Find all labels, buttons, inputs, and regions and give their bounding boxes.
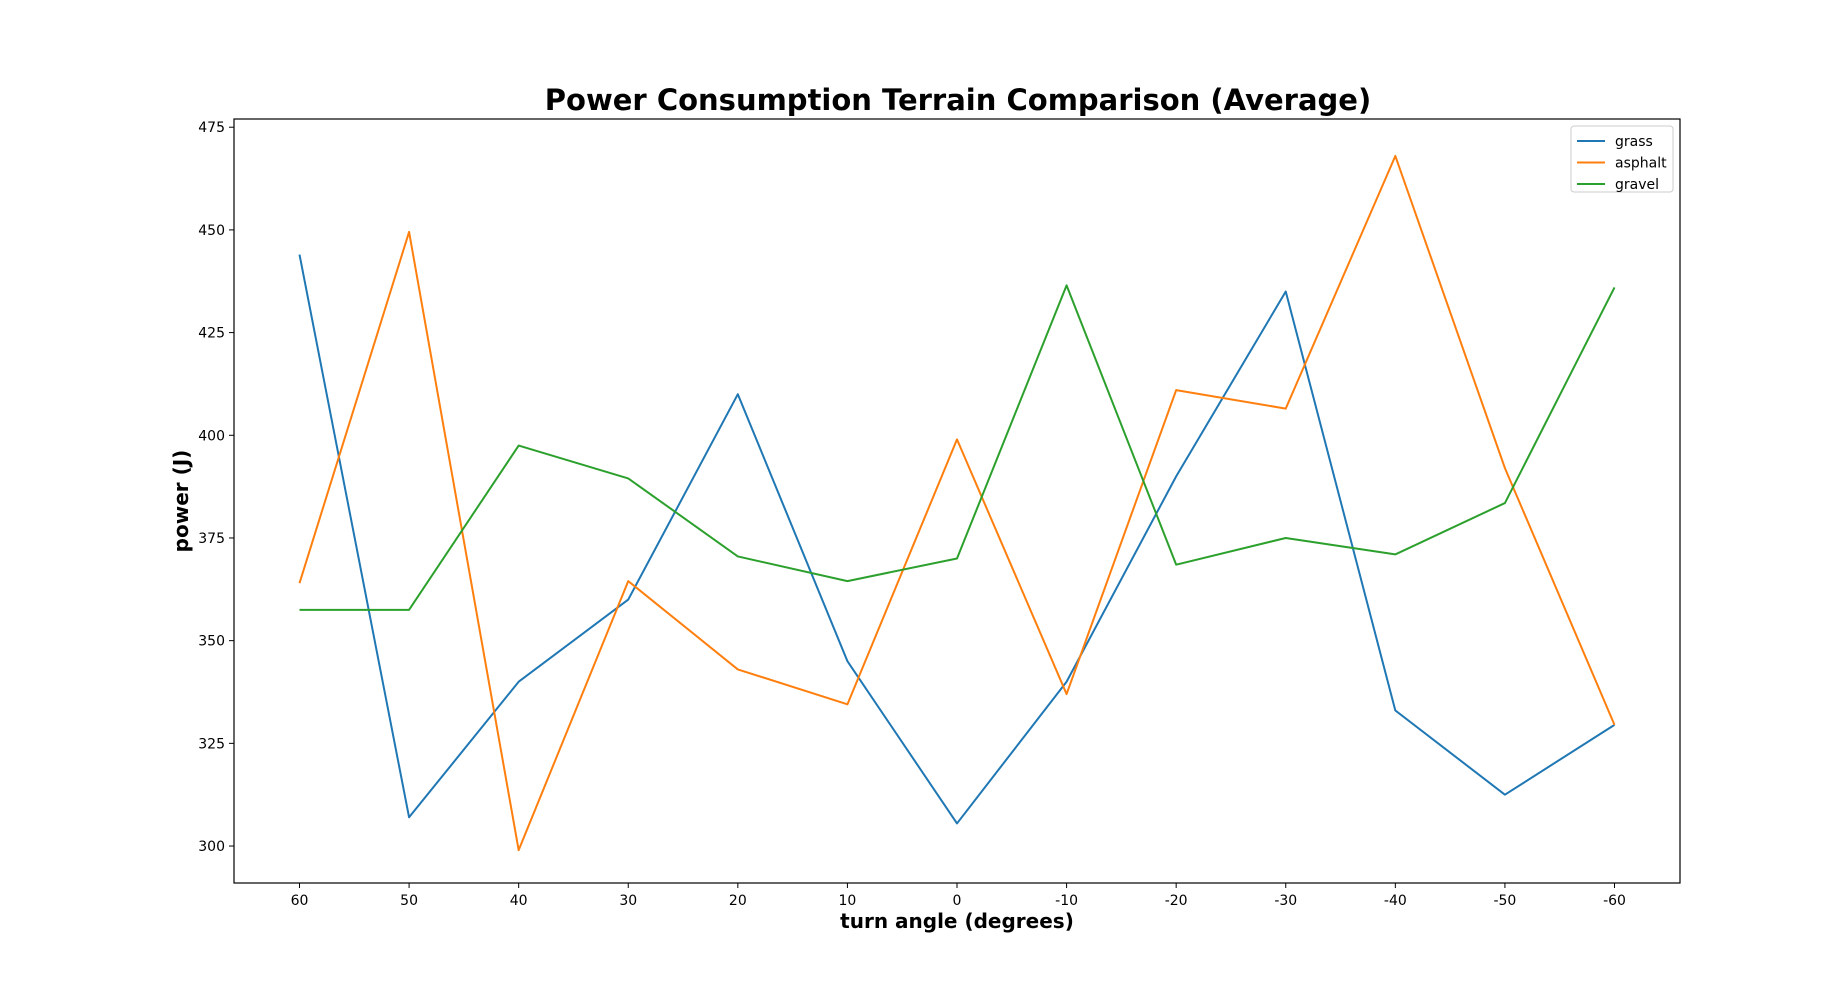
y-tick-label: 350: [198, 634, 225, 650]
series-line-asphalt: [298, 154, 1616, 852]
y-tick-label: 325: [198, 736, 225, 752]
y-tick-label: 375: [198, 531, 225, 547]
y-tick-label: 475: [198, 120, 225, 136]
x-tick-label: -10: [1055, 893, 1078, 909]
legend-label-grass: grass: [1615, 134, 1653, 150]
y-tick-label: 425: [198, 326, 225, 342]
y-axis: 300 325 350 375 400 425 450 475: [198, 120, 234, 855]
legend-label-gravel: gravel: [1615, 177, 1659, 193]
chart-title: Power Consumption Terrain Comparison (Av…: [545, 83, 1371, 117]
x-tick-label: 40: [510, 893, 528, 909]
x-tick-label: -50: [1493, 893, 1516, 909]
x-tick-label: 10: [839, 893, 857, 909]
y-tick-label: 300: [198, 839, 225, 855]
x-tick-label: 50: [400, 893, 418, 909]
y-tick-label: 450: [198, 223, 225, 239]
x-tick-label: 0: [953, 893, 962, 909]
y-tick-label: 400: [198, 428, 225, 444]
legend-label-asphalt: asphalt: [1615, 156, 1667, 172]
x-tick-label: 20: [729, 893, 747, 909]
x-axis: 60 50 40 30 20 10 0 -10 -20 -30 -40 -50 -60: [291, 883, 1626, 909]
legend: grass asphalt gravel: [1570, 125, 1674, 193]
plot-area: [233, 118, 1681, 884]
series-line-grass: [298, 254, 1616, 825]
x-tick-label: -20: [1165, 893, 1188, 909]
legend-box: [1570, 125, 1674, 193]
series-lines: [298, 154, 1616, 852]
x-tick-label: -60: [1603, 893, 1626, 909]
x-tick-label: 30: [619, 893, 637, 909]
x-tick-label: -40: [1384, 893, 1407, 909]
series-line-gravel: [299, 284, 1616, 611]
x-tick-label: -30: [1274, 893, 1297, 909]
x-axis-label: turn angle (degrees): [840, 909, 1074, 933]
x-tick-label: 60: [291, 893, 309, 909]
y-axis-label: power (J): [169, 450, 193, 553]
